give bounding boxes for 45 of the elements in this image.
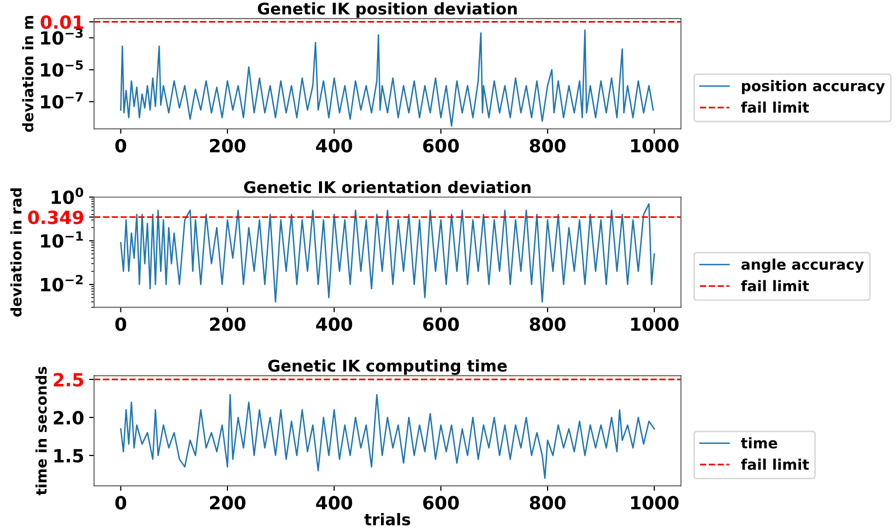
y-tick-label: 10$^{0}$ <box>52 188 84 204</box>
y-tick-label: 10$^{−3}$ <box>41 28 83 45</box>
x-tick-label: 1000 <box>631 496 679 510</box>
x-tick-label: 200 <box>210 317 246 332</box>
y-tick-label: 0.349 <box>28 210 84 224</box>
x-tick-label: 600 <box>423 317 459 332</box>
x-tick-label: 200 <box>210 138 246 152</box>
legend-label: time <box>740 437 778 449</box>
line-series <box>120 29 654 127</box>
y-tick-label: 0.01 <box>40 15 84 29</box>
x-tick-label: 400 <box>316 317 352 332</box>
y-tick-label: 2.5 <box>54 372 84 387</box>
x-tick-label: 0 <box>115 138 126 152</box>
legend-label: angle accuracy <box>741 258 864 273</box>
chart-title: Genetic IK computing time <box>268 359 507 375</box>
x-tick-label: 400 <box>316 496 352 510</box>
x-tick-label: 800 <box>530 317 566 332</box>
x-tick-label: 800 <box>530 496 566 510</box>
x-tick-label: 1000 <box>631 317 679 332</box>
x-tick-label: 600 <box>423 496 459 510</box>
line-series <box>120 203 655 303</box>
x-tick-label: 200 <box>210 496 246 510</box>
y-tick-label: 2.0 <box>54 410 84 425</box>
x-tick-label: 0 <box>115 496 126 510</box>
y-tick-label: 10$^{−7}$ <box>41 92 83 109</box>
x-tick-label: 1000 <box>631 138 679 152</box>
x-tick-label: 600 <box>423 138 459 152</box>
line-series <box>120 394 655 479</box>
legend-label: fail limit <box>741 102 809 113</box>
x-tick-label: 400 <box>316 138 352 152</box>
y-tick-label: 10$^{−5}$ <box>41 60 83 77</box>
y-tick-label: 10$^{−2}$ <box>41 274 83 292</box>
chart-title: Genetic IK orientation deviation <box>244 180 531 194</box>
y-tick-label: 10$^{−1}$ <box>41 231 83 248</box>
y-axis-title: deviation in m <box>22 16 34 132</box>
x-tick-label: 0 <box>115 317 126 332</box>
x-axis-title: trials <box>364 513 410 526</box>
legend-label: fail limit <box>741 280 809 292</box>
y-axis-title: deviation in rad <box>10 188 22 317</box>
legend-label: position accuracy <box>742 80 885 94</box>
chart-title: Genetic IK position deviation <box>258 2 517 18</box>
y-axis-title: time in seconds <box>35 366 47 496</box>
legend-label: fail limit <box>741 458 809 470</box>
x-tick-label: 800 <box>530 138 566 152</box>
y-tick-label: 1.5 <box>54 449 84 463</box>
